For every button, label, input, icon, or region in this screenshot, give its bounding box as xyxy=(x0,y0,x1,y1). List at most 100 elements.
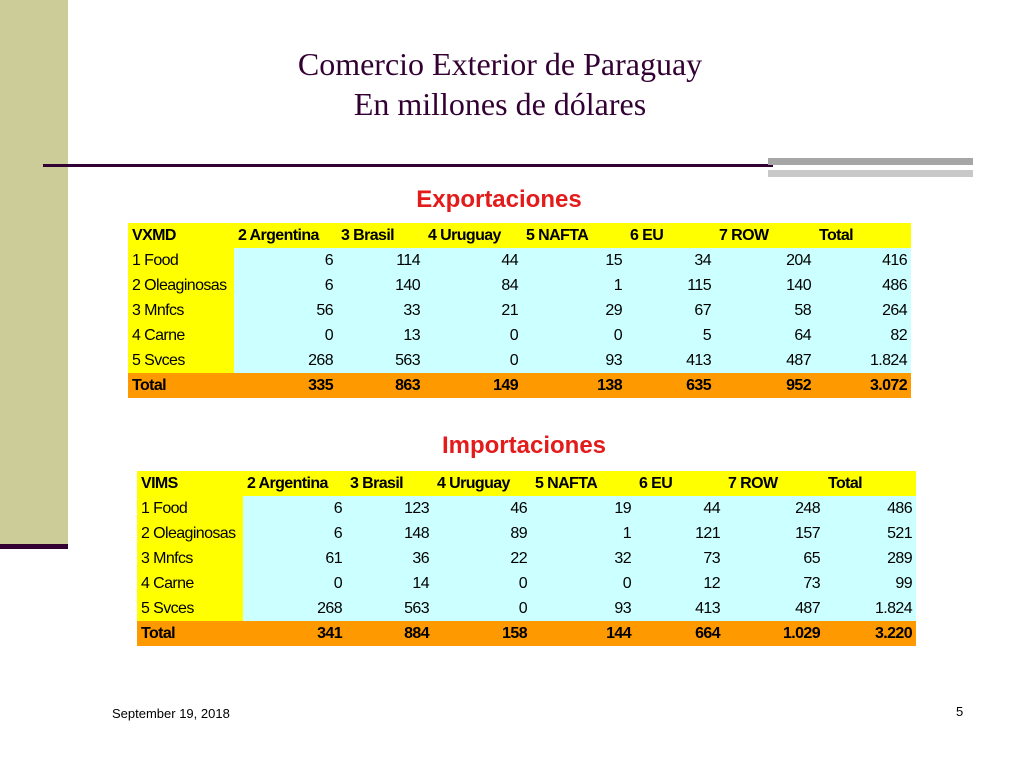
exports-cell-value: 487 xyxy=(715,348,815,373)
imports-total-value: 664 xyxy=(635,621,724,646)
exports-row-label: 2 Oleaginosas xyxy=(128,273,234,298)
imports-column-header: 2 Argentina xyxy=(243,471,346,496)
imports-cell-value: 268 xyxy=(243,596,346,621)
exports-cell-value: 268 xyxy=(234,348,337,373)
exports-total-label: Total xyxy=(128,373,234,398)
slide-title-line-2: En millones de dólares xyxy=(353,86,647,122)
imports-column-header: 6 EU xyxy=(635,471,724,496)
imports-cell-value: 12 xyxy=(635,571,724,596)
imports-column-header: 5 NAFTA xyxy=(531,471,635,496)
exports-cell-value: 264 xyxy=(815,298,911,323)
exports-cell-value: 58 xyxy=(715,298,815,323)
exports-body: 1 Food 6 114 44 15 34 204 416 2 Oleaginosas 6 140 8… xyxy=(128,248,911,398)
imports-cell-value: 99 xyxy=(824,571,916,596)
imports-cell-value: 148 xyxy=(346,521,433,546)
exports-cell-value: 33 xyxy=(337,298,424,323)
imports-heading: Importaciones xyxy=(441,432,607,459)
imports-total-value: 1.029 xyxy=(724,621,824,646)
imports-cell-value: 6 xyxy=(243,521,346,546)
imports-cell-value: 73 xyxy=(635,546,724,571)
side-decoration-rule xyxy=(0,544,68,549)
exports-cell-value: 115 xyxy=(626,273,715,298)
imports-cell-value: 93 xyxy=(531,596,635,621)
imports-cell-value: 6 xyxy=(243,496,346,521)
exports-cell-value: 84 xyxy=(424,273,522,298)
slide-title: Comercio Exterior de Paraguay En millone… xyxy=(180,44,820,124)
exports-cell-value: 0 xyxy=(424,348,522,373)
exports-column-header: VXMD xyxy=(128,223,234,248)
exports-cell-value: 13 xyxy=(337,323,424,348)
imports-cell-value: 0 xyxy=(243,571,346,596)
exports-cell-value: 1.824 xyxy=(815,348,911,373)
exports-cell-value: 34 xyxy=(626,248,715,273)
exports-cell-value: 67 xyxy=(626,298,715,323)
exports-cell-value: 140 xyxy=(715,273,815,298)
imports-total-value: 884 xyxy=(346,621,433,646)
exports-cell-value: 29 xyxy=(522,298,626,323)
imports-cell-value: 521 xyxy=(824,521,916,546)
imports-cell-value: 44 xyxy=(635,496,724,521)
exports-column-header: 4 Uruguay xyxy=(424,223,522,248)
imports-table-row: 4 Carne 0 14 0 0 12 73 99 xyxy=(137,571,916,596)
imports-cell-value: 289 xyxy=(824,546,916,571)
exports-header-row: VXMD 2 Argentina 3 Brasil 4 Uruguay 5 NAFTA 6… xyxy=(128,223,911,248)
imports-cell-value: 22 xyxy=(433,546,531,571)
exports-table-row: 5 Svces 268 563 0 93 413 487 1.824 xyxy=(128,348,911,373)
imports-cell-value: 36 xyxy=(346,546,433,571)
exports-total-value: 335 xyxy=(234,373,337,398)
exports-cell-value: 6 xyxy=(234,273,337,298)
exports-cell-value: 82 xyxy=(815,323,911,348)
exports-column-header: 7 ROW xyxy=(715,223,815,248)
imports-total-value: 341 xyxy=(243,621,346,646)
imports-table-row: 1 Food 6 123 46 19 44 248 486 xyxy=(137,496,916,521)
exports-row-label: 1 Food xyxy=(128,248,234,273)
footer-page-number: 5 xyxy=(956,704,964,719)
imports-total-value: 144 xyxy=(531,621,635,646)
exports-total-value: 138 xyxy=(522,373,626,398)
imports-cell-value: 89 xyxy=(433,521,531,546)
imports-row-label: 5 Svces xyxy=(137,596,243,621)
exports-total-row: Total 335 863 149 138 635 952 3.072 xyxy=(128,373,911,398)
exports-cell-value: 486 xyxy=(815,273,911,298)
imports-total-value: 3.220 xyxy=(824,621,916,646)
exports-cell-value: 44 xyxy=(424,248,522,273)
imports-cell-value: 487 xyxy=(724,596,824,621)
title-divider xyxy=(43,164,773,167)
imports-cell-value: 32 xyxy=(531,546,635,571)
exports-row-label: 3 Mnfcs xyxy=(128,298,234,323)
imports-cell-value: 65 xyxy=(724,546,824,571)
exports-cell-value: 0 xyxy=(234,323,337,348)
exports-cell-value: 416 xyxy=(815,248,911,273)
imports-table-row: 3 Mnfcs 61 36 22 32 73 65 289 xyxy=(137,546,916,571)
exports-table-row: 3 Mnfcs 56 33 21 29 67 58 264 xyxy=(128,298,911,323)
exports-column-header: 6 EU xyxy=(626,223,715,248)
imports-cell-value: 73 xyxy=(724,571,824,596)
exports-column-header: 2 Argentina xyxy=(234,223,337,248)
exports-cell-value: 1 xyxy=(522,273,626,298)
exports-cell-value: 64 xyxy=(715,323,815,348)
exports-cell-value: 56 xyxy=(234,298,337,323)
imports-cell-value: 157 xyxy=(724,521,824,546)
exports-column-header: 5 NAFTA xyxy=(522,223,626,248)
exports-cell-value: 15 xyxy=(522,248,626,273)
imports-total-row: Total 341 884 158 144 664 1.029 3.220 xyxy=(137,621,916,646)
imports-total-value: 158 xyxy=(433,621,531,646)
exports-table-row: 1 Food 6 114 44 15 34 204 416 xyxy=(128,248,911,273)
exports-cell-value: 204 xyxy=(715,248,815,273)
imports-row-label: 1 Food xyxy=(137,496,243,521)
imports-cell-value: 0 xyxy=(433,596,531,621)
imports-cell-value: 1 xyxy=(531,521,635,546)
imports-table-row: 2 Oleaginosas 6 148 89 1 121 157 521 xyxy=(137,521,916,546)
imports-table: VIMS 2 Argentina 3 Brasil 4 Uruguay 5 NAFTA 6… xyxy=(137,471,916,646)
imports-column-header: 3 Brasil xyxy=(346,471,433,496)
exports-cell-value: 413 xyxy=(626,348,715,373)
imports-cell-value: 248 xyxy=(724,496,824,521)
title-divider-accent xyxy=(768,158,973,165)
imports-table-row: 5 Svces 268 563 0 93 413 487 1.824 xyxy=(137,596,916,621)
slide-title-line-1: Comercio Exterior de Paraguay xyxy=(297,46,703,82)
imports-cell-value: 46 xyxy=(433,496,531,521)
exports-heading: Exportaciones xyxy=(416,186,582,213)
imports-column-header: 4 Uruguay xyxy=(433,471,531,496)
exports-cell-value: 563 xyxy=(337,348,424,373)
imports-cell-value: 486 xyxy=(824,496,916,521)
